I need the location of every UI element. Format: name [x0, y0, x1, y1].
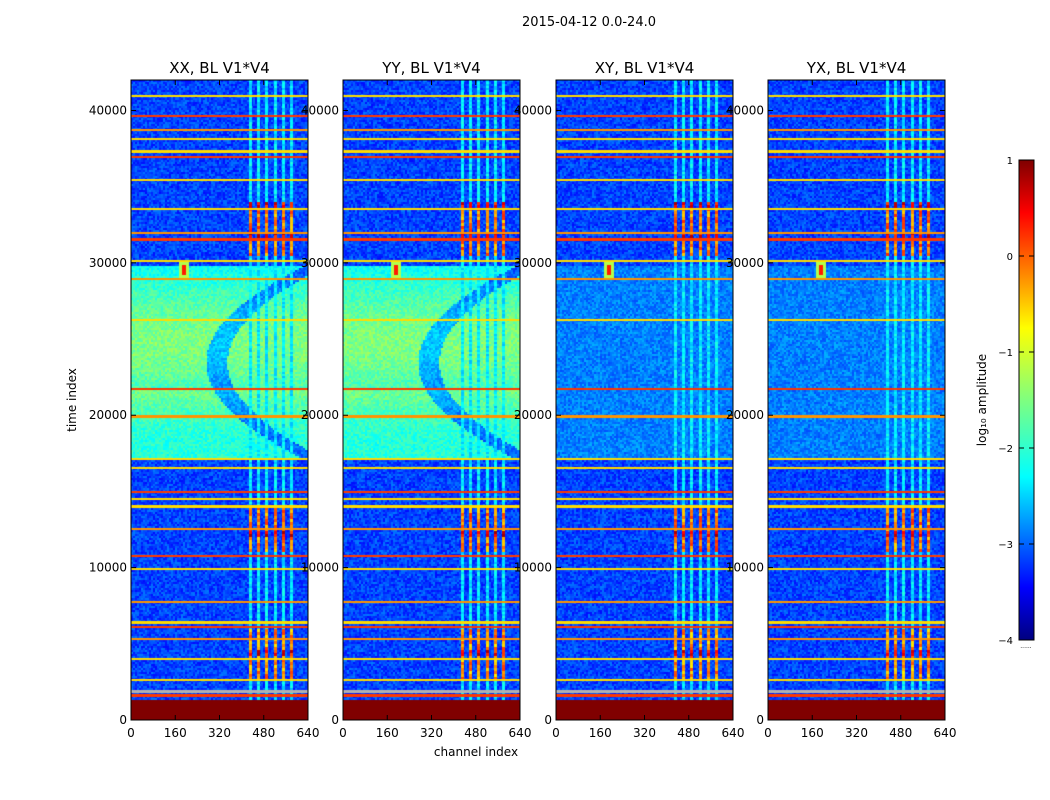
- x-axis-label: channel index: [434, 745, 518, 759]
- colorbar-tick-label: −4: [998, 636, 1013, 647]
- y-tick-label: 20000: [301, 408, 339, 422]
- panel-title: XX, BL V1*V4: [169, 59, 270, 77]
- x-tick-label: 480: [889, 726, 912, 740]
- x-tick-label: 480: [252, 726, 275, 740]
- y-tick-label: 40000: [726, 103, 764, 117]
- colorbar-gradient: [1018, 159, 1035, 641]
- figure-title: 2015-04-12 0.0-24.0: [522, 15, 656, 30]
- colorbar-tick-label: −1: [998, 348, 1013, 359]
- y-tick-label: 20000: [726, 408, 764, 422]
- y-tick-label: 20000: [514, 408, 552, 422]
- y-tick-label: 30000: [89, 256, 127, 270]
- colorbar-extend-mark: ......: [1020, 643, 1032, 650]
- panel-image-xy: [556, 80, 733, 720]
- y-tick-label: 30000: [514, 256, 552, 270]
- x-tick-label: 480: [464, 726, 487, 740]
- colorbar: 1 0 −1 −2 −3 −4 log₁₀ amplitude ......: [975, 156, 1035, 650]
- y-tick-label: 10000: [726, 561, 764, 575]
- y-tick-label: 30000: [301, 256, 339, 270]
- x-tick-label: 160: [589, 726, 612, 740]
- panel-group: XX, BL V1*V4 0 160 320 480 640 0 10000 20000 3000…: [89, 59, 957, 740]
- x-tick-label: 320: [208, 726, 231, 740]
- panel-yx: YX, BL V1*V4 0 160 320 480 640 0 10000 20000 3000…: [726, 59, 957, 740]
- x-tick-label: 0: [764, 726, 772, 740]
- panel-xy: XY, BL V1*V4 0 160 320 480 640 0 10000 20000 3000…: [514, 59, 745, 740]
- y-tick-label: 40000: [89, 103, 127, 117]
- x-tick-label: 160: [376, 726, 399, 740]
- panel-image-yx: [768, 80, 945, 720]
- y-tick-label: 10000: [301, 561, 339, 575]
- x-tick-label: 0: [127, 726, 135, 740]
- colorbar-ticks: 1 0 −1 −2 −3 −4: [998, 156, 1034, 647]
- x-tick-label: 0: [552, 726, 560, 740]
- colorbar-label: log₁₀ amplitude: [975, 354, 989, 446]
- y-tick-label: 40000: [514, 103, 552, 117]
- y-axis-label: time index: [65, 368, 79, 432]
- x-tick-label: 480: [677, 726, 700, 740]
- panel-image-yy: [343, 80, 520, 720]
- x-tick-label: 320: [633, 726, 656, 740]
- y-tick-label: 10000: [89, 561, 127, 575]
- y-tick-label: 20000: [89, 408, 127, 422]
- panel-image-xx: [131, 80, 308, 720]
- colorbar-tick-label: 1: [1007, 156, 1013, 167]
- panel-title: YY, BL V1*V4: [381, 59, 480, 77]
- x-tick-label: 320: [845, 726, 868, 740]
- y-tick-label: 0: [119, 713, 127, 727]
- colorbar-tick-label: 0: [1007, 252, 1013, 263]
- x-tick-label: 160: [164, 726, 187, 740]
- y-tick-label: 0: [756, 713, 764, 727]
- x-tick-label: 640: [722, 726, 745, 740]
- colorbar-tick-label: −2: [998, 444, 1013, 455]
- colorbar-tick-label: −3: [998, 540, 1013, 551]
- y-tick-label: 30000: [726, 256, 764, 270]
- x-tick-label: 160: [801, 726, 824, 740]
- panel-xx: XX, BL V1*V4 0 160 320 480 640 0 10000 20000 3000…: [89, 59, 320, 740]
- x-tick-label: 0: [339, 726, 347, 740]
- panel-title: YX, BL V1*V4: [806, 59, 907, 77]
- y-tick-label: 0: [331, 713, 339, 727]
- x-tick-label: 640: [509, 726, 532, 740]
- x-tick-label: 320: [420, 726, 443, 740]
- y-tick-label: 0: [544, 713, 552, 727]
- y-tick-label: 10000: [514, 561, 552, 575]
- panel-title: XY, BL V1*V4: [595, 59, 695, 77]
- panel-yy: YY, BL V1*V4 0 160 320 480 640 0 10000 20000 3000…: [301, 59, 532, 740]
- x-tick-label: 640: [297, 726, 320, 740]
- y-tick-label: 40000: [301, 103, 339, 117]
- x-tick-label: 640: [934, 726, 957, 740]
